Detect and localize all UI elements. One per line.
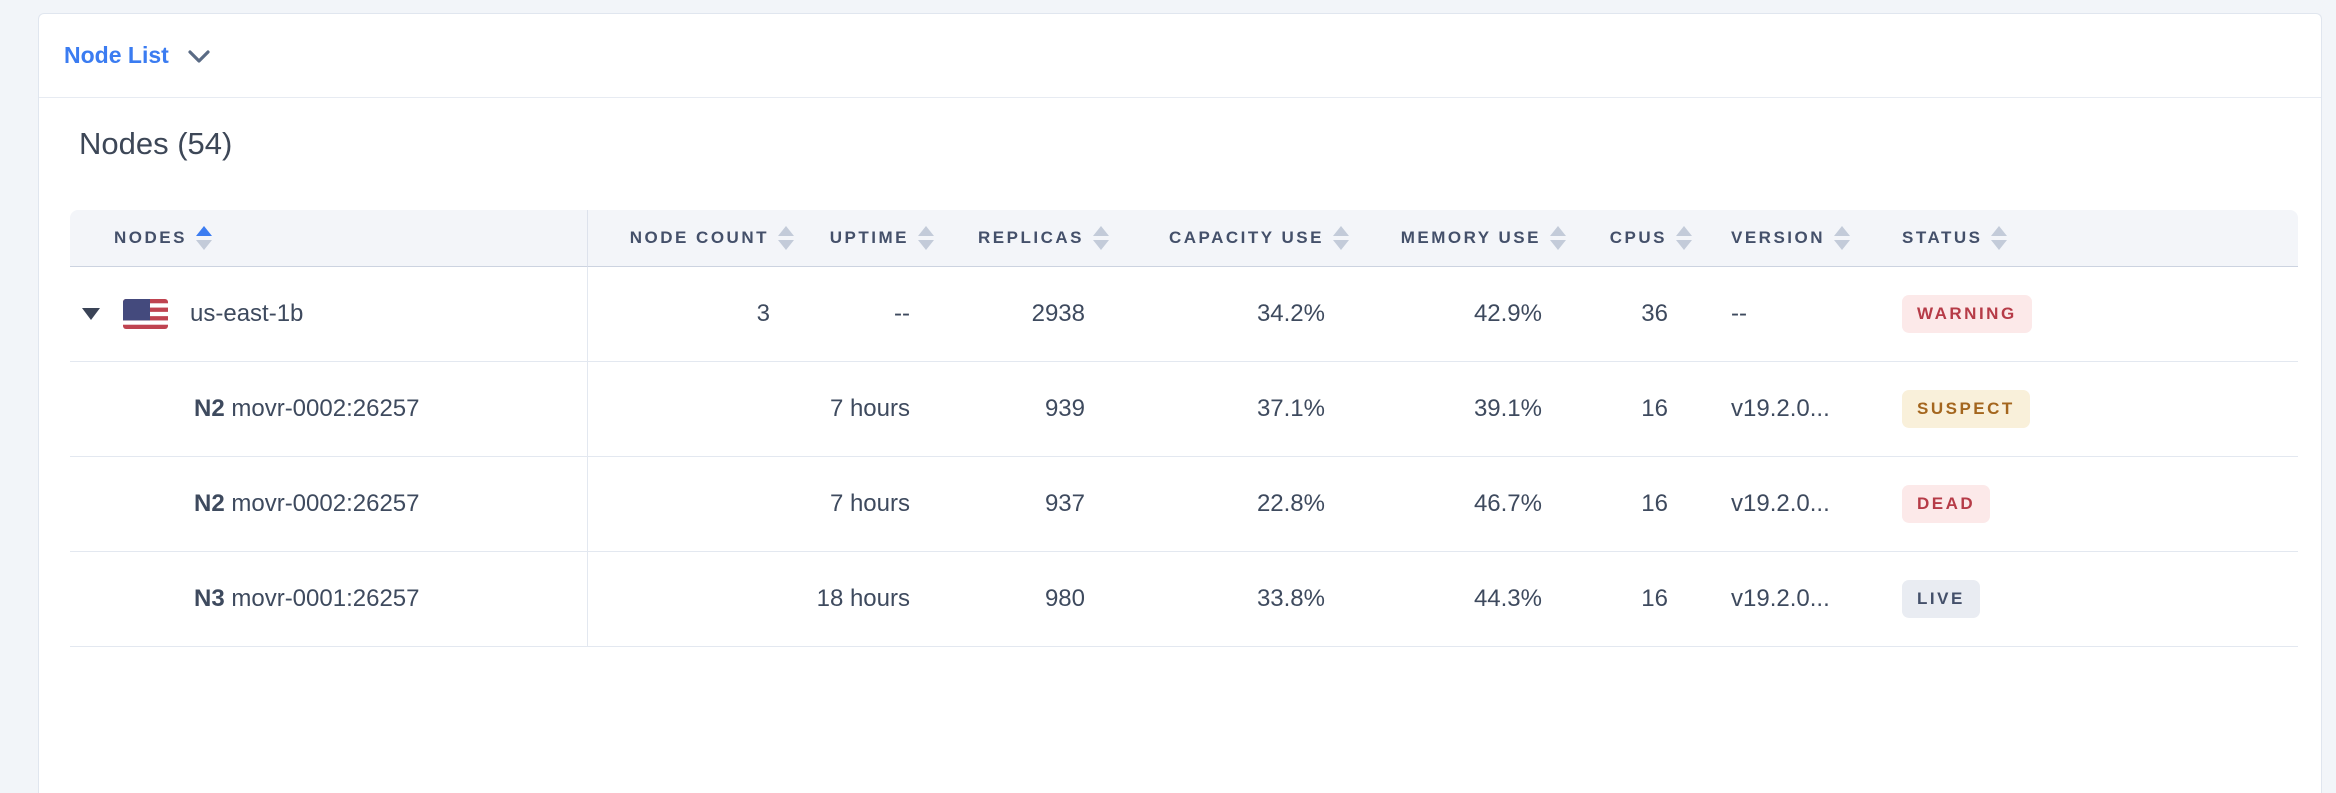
cell-label: N3 movr-0001:26257: [70, 552, 588, 647]
column-header-status[interactable]: STATUS: [1880, 210, 2298, 267]
cell-uptime: 7 hours: [800, 362, 940, 457]
column-header-label: CAPACITY USE: [1168, 228, 1324, 247]
cell-status: WARNING: [1880, 267, 2298, 362]
page-title: Nodes (54): [79, 126, 233, 161]
node-row[interactable]: N3 movr-0001:26257 18 hours 980 33.8% 44.3% 1…: [70, 552, 2298, 647]
cell-memory-use: 42.9%: [1355, 267, 1572, 362]
cell-node-count: [588, 362, 800, 457]
column-header-label: NODE COUNT: [629, 228, 769, 247]
cell-replicas: 937: [940, 457, 1115, 552]
sort-icon: [1991, 226, 2008, 250]
region-row[interactable]: us-east-1b 3 -- 2938 34.2% 42.9% 36 -- WARNING: [70, 267, 2298, 362]
cell-capacity-use: 33.8%: [1115, 552, 1355, 647]
sort-icon: [1093, 226, 1109, 250]
node-id-label: N3: [194, 585, 225, 612]
cell-memory-use: 44.3%: [1355, 552, 1572, 647]
column-header-label: UPTIME: [829, 228, 909, 247]
sort-icon: [1834, 226, 1851, 250]
column-header-label: REPLICAS: [978, 228, 1084, 247]
cell-label: N2 movr-0002:26257: [70, 362, 588, 457]
column-header-label: CPUS: [1609, 228, 1667, 247]
cell-status: DEAD: [1880, 457, 2298, 552]
column-header-memory-use[interactable]: MEMORY USE: [1355, 210, 1572, 267]
cell-replicas: 980: [940, 552, 1115, 647]
node-list-dropdown[interactable]: Node List: [64, 42, 210, 69]
card-top-bar: Node List: [39, 14, 2321, 98]
node-list-card: Node List Nodes (54) NODES NODE COUNT UPTI…: [38, 13, 2322, 793]
status-badge: LIVE: [1902, 580, 1980, 618]
sort-icon: [778, 226, 794, 250]
us-flag-icon: [123, 299, 168, 329]
column-header-replicas[interactable]: REPLICAS: [940, 210, 1115, 267]
sort-icon: [1333, 226, 1349, 250]
column-header-node-count[interactable]: NODE COUNT: [588, 210, 800, 267]
cell-node-count: [588, 552, 800, 647]
cell-status: SUSPECT: [1880, 362, 2298, 457]
column-header-capacity-use[interactable]: CAPACITY USE: [1115, 210, 1355, 267]
cell-node-count: 3: [588, 267, 800, 362]
cell-cpus: 16: [1572, 362, 1698, 457]
cell-capacity-use: 22.8%: [1115, 457, 1355, 552]
node-address-label: movr-0002:26257: [231, 395, 420, 422]
column-header-cpus[interactable]: CPUS: [1572, 210, 1698, 267]
column-header-label: NODES: [114, 228, 187, 247]
column-header-label: VERSION: [1731, 228, 1826, 247]
chevron-down-icon: [188, 50, 210, 63]
node-address-label: movr-0001:26257: [231, 585, 420, 612]
cell-version: v19.2.0...: [1698, 457, 1880, 552]
table-header-row: NODES NODE COUNT UPTIME REPLICAS CAPACITY US…: [70, 210, 2298, 267]
cell-uptime: --: [800, 267, 940, 362]
node-list-dropdown-label: Node List: [64, 42, 169, 68]
region-name-label: us-east-1b: [190, 300, 304, 327]
cell-label: us-east-1b: [70, 267, 588, 362]
caret-down-icon[interactable]: [82, 308, 100, 320]
cell-capacity-use: 37.1%: [1115, 362, 1355, 457]
cell-memory-use: 46.7%: [1355, 457, 1572, 552]
cell-capacity-use: 34.2%: [1115, 267, 1355, 362]
cell-cpus: 36: [1572, 267, 1698, 362]
status-badge: WARNING: [1902, 295, 2032, 333]
column-header-uptime[interactable]: UPTIME: [800, 210, 940, 267]
cell-cpus: 16: [1572, 552, 1698, 647]
node-id-label: N2: [194, 395, 225, 422]
cell-uptime: 18 hours: [800, 552, 940, 647]
status-badge: DEAD: [1902, 485, 1991, 523]
cell-replicas: 2938: [940, 267, 1115, 362]
node-id-label: N2: [194, 490, 225, 517]
node-address-label: movr-0002:26257: [231, 490, 420, 517]
column-header-nodes[interactable]: NODES: [70, 210, 588, 267]
cell-node-count: [588, 457, 800, 552]
cell-memory-use: 39.1%: [1355, 362, 1572, 457]
sort-icon: [195, 226, 212, 250]
sort-icon: [1676, 226, 1692, 250]
cell-version: v19.2.0...: [1698, 552, 1880, 647]
cell-version: --: [1698, 267, 1880, 362]
cell-label: N2 movr-0002:26257: [70, 457, 588, 552]
sort-icon: [918, 226, 934, 250]
node-row[interactable]: N2 movr-0002:26257 7 hours 939 37.1% 39.1% 16…: [70, 362, 2298, 457]
cell-replicas: 939: [940, 362, 1115, 457]
nodes-table: NODES NODE COUNT UPTIME REPLICAS CAPACITY US…: [70, 210, 2298, 647]
column-header-label: STATUS: [1902, 228, 1983, 247]
status-badge: SUSPECT: [1902, 390, 2030, 428]
sort-icon: [1550, 226, 1566, 250]
cell-version: v19.2.0...: [1698, 362, 1880, 457]
column-header-version[interactable]: VERSION: [1698, 210, 1880, 267]
node-row[interactable]: N2 movr-0002:26257 7 hours 937 22.8% 46.7% 16…: [70, 457, 2298, 552]
cell-uptime: 7 hours: [800, 457, 940, 552]
cell-status: LIVE: [1880, 552, 2298, 647]
cell-cpus: 16: [1572, 457, 1698, 552]
column-header-label: MEMORY USE: [1400, 228, 1541, 247]
